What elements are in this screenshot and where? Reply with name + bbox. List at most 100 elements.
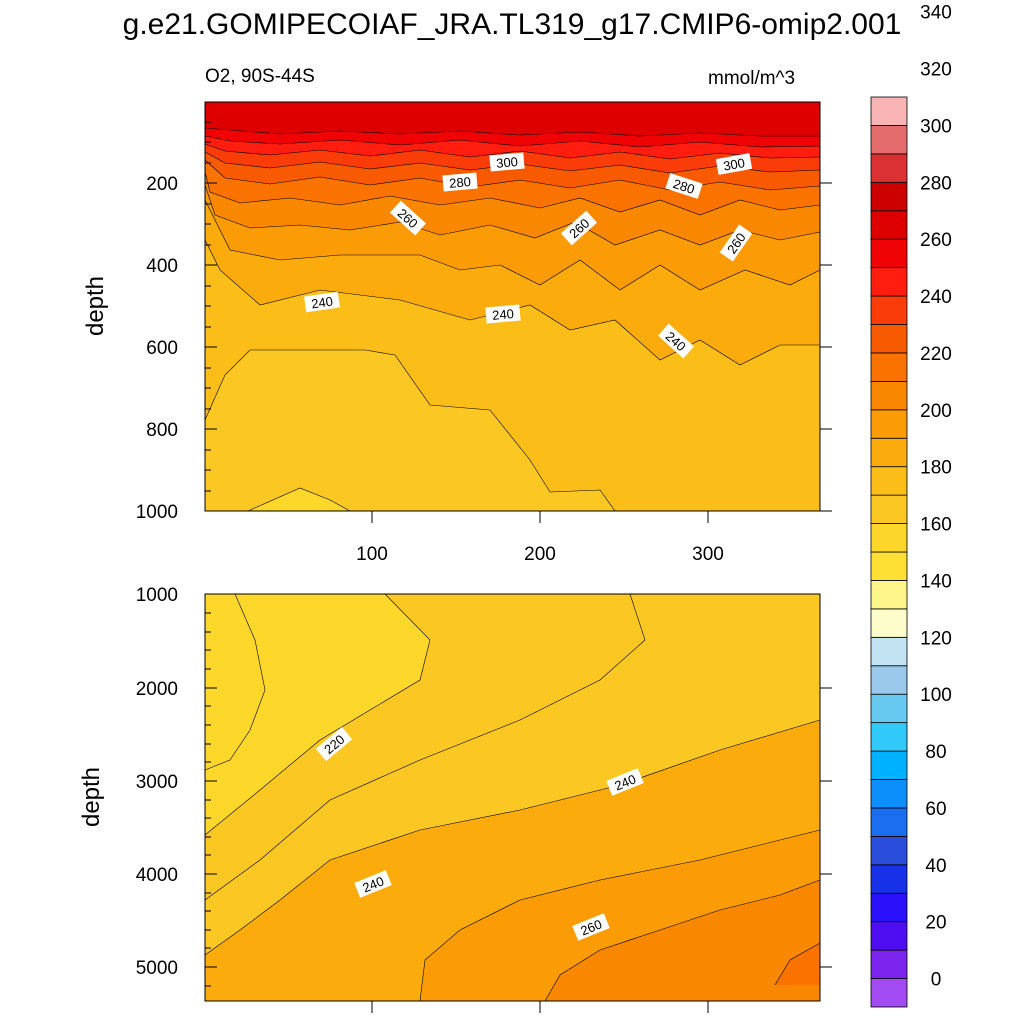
x-tick-label: 100: [356, 544, 388, 565]
upper-tick-marks: [205, 121, 832, 523]
colorbar-label: 300: [920, 116, 952, 137]
colorbar-label: 320: [920, 60, 952, 81]
colorbar-swatch: [870, 181, 908, 212]
colorbar-swatch: [870, 352, 908, 382]
lower-contour-line: [774, 942, 821, 986]
upper-contour-lines: [204, 127, 821, 512]
upper-contour-line: [204, 199, 821, 291]
colorbar-swatch: [870, 722, 908, 752]
colorbar-label: 180: [920, 458, 952, 479]
colorbar-label: 280: [920, 173, 952, 194]
colorbar-label: 240: [920, 287, 952, 308]
upper-fill-320: [205, 102, 820, 136]
lower-contour-line: [544, 879, 821, 1002]
colorbar-swatch: [870, 523, 908, 553]
upper-y-tick-label: 1000: [136, 502, 178, 523]
lower-fill-210: [205, 594, 430, 835]
colorbar-swatch: [870, 409, 908, 439]
lower-panel: 220 240 240 260 1000 2000 3000 4000 5000…: [78, 585, 832, 1013]
colorbar-swatch: [870, 324, 908, 354]
colorbar-swatch: [870, 466, 908, 496]
upper-y-tick-label: 400: [146, 256, 178, 277]
svg-text:300: 300: [496, 154, 519, 171]
colorbar-swatch: [870, 580, 908, 610]
colorbar-label: 140: [920, 571, 952, 592]
upper-y-tick-label: 600: [146, 338, 178, 359]
colorbar-swatch: [870, 665, 908, 695]
colorbar-labels: 0 20 40 60 80 100 120 140 160 180 200 220 240 260 280 3…: [920, 3, 952, 991]
colorbar-label: 340: [920, 3, 952, 24]
colorbar-label: 220: [920, 344, 952, 365]
upper-contour-label: 280: [665, 173, 703, 199]
colorbar-label: 80: [925, 742, 946, 763]
colorbar-label: 60: [925, 799, 946, 820]
colorbar: [870, 96, 908, 1008]
upper-contour-label: 280: [442, 172, 478, 192]
colorbar-swatch: [870, 693, 908, 724]
upper-contour-label: 300: [715, 153, 753, 175]
colorbar-swatch: [870, 978, 908, 1008]
colorbar-swatch: [870, 864, 908, 894]
upper-contour-line: [247, 487, 351, 512]
colorbar-label: 20: [925, 913, 946, 934]
upper-panel: 300 300 280 280 260 260 260 240 240 240 …: [82, 101, 832, 565]
upper-contour-label: 300: [489, 152, 525, 172]
lower-y-tick-label: 3000: [136, 772, 178, 793]
colorbar-swatch: [870, 210, 908, 240]
colorbar-swatch: [870, 921, 908, 951]
lower-y-tick-label: 5000: [136, 958, 178, 979]
svg-text:280: 280: [671, 176, 696, 197]
upper-contour-label: 240: [485, 304, 521, 324]
colorbar-swatch: [870, 295, 908, 325]
colorbar-swatch: [870, 892, 908, 923]
upper-contour-line: [204, 135, 821, 148]
lower-contour-line: [204, 593, 646, 901]
lower-contour-line: [419, 829, 821, 1002]
upper-contour-line: [204, 349, 616, 512]
colorbar-label: 40: [925, 856, 946, 877]
colorbar-swatch: [870, 380, 908, 411]
colorbar-swatch: [870, 551, 908, 581]
upper-contour-line: [204, 127, 820, 137]
colorbar-swatch: [870, 608, 908, 638]
colorbar-label: 120: [920, 628, 952, 649]
lower-y-tick-label: 4000: [136, 865, 178, 886]
lower-tick-marks: [205, 612, 832, 1013]
upper-y-tick-label: 200: [146, 174, 178, 195]
colorbar-swatch: [870, 153, 908, 183]
lower-contour-line: [204, 593, 266, 771]
lower-y-tick-label: 2000: [136, 679, 178, 700]
colorbar-swatch: [870, 238, 908, 269]
lower-y-tick-label: 1000: [136, 585, 178, 606]
colorbar-swatch: [870, 750, 908, 780]
colorbar-label: 200: [920, 401, 952, 422]
svg-text:240: 240: [492, 306, 515, 323]
colorbar-swatch: [870, 835, 908, 866]
variable-region-label: O2, 90S-44S: [205, 66, 315, 87]
colorbar-swatch: [870, 494, 908, 524]
chart-title: g.e21.GOMIPECOIAF_JRA.TL319_g17.CMIP6-om…: [122, 8, 902, 41]
colorbar-label: 260: [920, 230, 952, 251]
upper-contour-line: [204, 171, 821, 216]
lower-frame: [204, 593, 821, 1002]
svg-text:300: 300: [722, 155, 746, 174]
upper-y-axis-title: depth: [82, 276, 109, 336]
lower-contour-line: [204, 719, 821, 956]
colorbar-swatch: [870, 125, 908, 155]
upper-contour-line: [204, 184, 821, 246]
colorbar-label: 0: [931, 970, 942, 991]
x-tick-label: 300: [692, 544, 724, 565]
colorbar-swatch: [870, 779, 908, 809]
colorbar-label: 160: [920, 515, 952, 536]
lower-contour-lines: [204, 593, 821, 1002]
upper-y-tick-label: 800: [146, 420, 178, 441]
upper-contour-line: [204, 143, 821, 160]
lower-contour-line: [204, 593, 431, 836]
colorbar-swatch: [870, 437, 908, 468]
lower-fill-270: [775, 943, 820, 985]
upper-contour-line: [204, 239, 820, 366]
lower-y-axis-title: depth: [78, 767, 105, 827]
colorbar-swatch: [870, 267, 908, 297]
colorbar-label: 100: [920, 685, 952, 706]
